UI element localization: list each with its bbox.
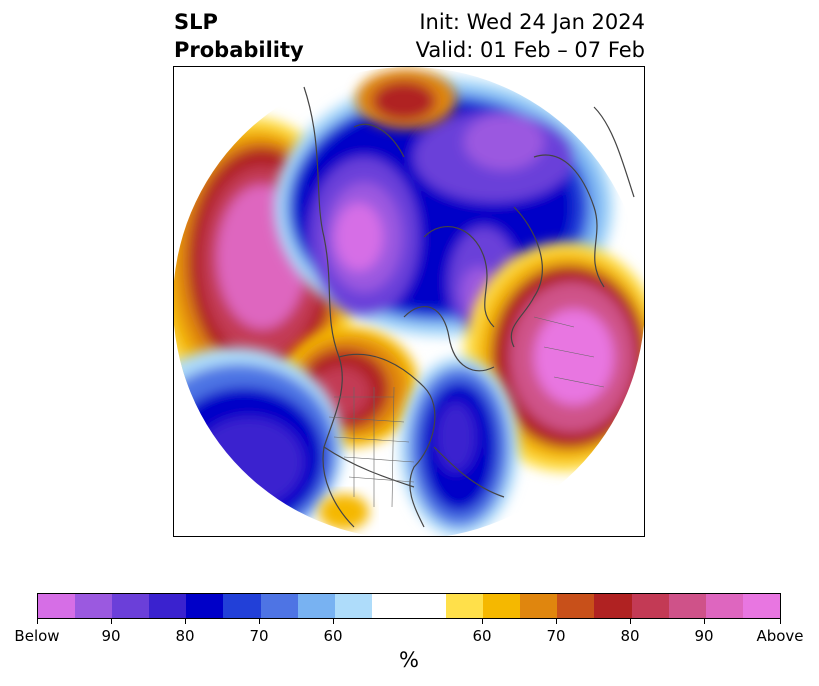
state-borders [328,316,605,508]
colorbar-tick-label: 80 [620,627,640,645]
title-field: Probability [174,38,304,62]
colorbar-tick-label: 90 [694,627,714,645]
colorbar-segment [668,594,706,618]
colorbar-tick-label: 60 [323,627,343,645]
colorbar-tick-label: 60 [472,627,492,645]
colorbar [37,593,781,619]
region-atlantic-low [399,357,519,536]
valid-range: Valid: 01 Feb – 07 Feb [415,38,645,62]
colorbar-segment [75,594,113,618]
colorbar-segment [38,594,76,618]
colorbar-tick [333,619,334,624]
colorbar-segment [483,594,521,618]
map-svg [174,67,644,536]
init-date: Init: Wed 24 Jan 2024 [419,10,645,34]
colorbar-tick [630,619,631,624]
colorbar-segment [446,594,484,618]
region-mexico-high [319,494,369,530]
map-title-right: Init: Wed 24 Jan 2024 Valid: 01 Feb – 07… [416,8,645,64]
colorbar-segment [742,594,780,618]
colorbar-tick [259,619,260,624]
colorbar-segment [631,594,669,618]
colorbar-tick-label: 80 [175,627,195,645]
colorbar-unit: % [399,648,419,672]
colorbar-segment [149,594,187,618]
colorbar-segment [334,594,372,618]
colorbar-tick-label: 90 [101,627,121,645]
colorbar-tick-label: Above [756,627,804,645]
colorbar-tick [704,619,705,624]
colorbar-tick [482,619,483,624]
colorbar-segment [260,594,298,618]
colorbar-tick-label: 70 [249,627,269,645]
colorbar-tick-label: Below [14,627,60,645]
colorbar-segment [223,594,261,618]
colorbar-segment [705,594,743,618]
colorbar-segment [520,594,558,618]
region-pole-high [356,69,456,129]
region-europe-high [464,242,644,472]
probability-map [173,66,645,537]
colorbar-segment [594,594,632,618]
map-title-left: SLP Probability [174,8,304,64]
coastlines [303,86,635,528]
colorbar-tick [37,619,38,624]
colorbar-tick [111,619,112,624]
colorbar-segment [557,594,595,618]
colorbar-segment [371,594,447,618]
colorbar-tick [185,619,186,624]
colorbar-segment [112,594,150,618]
colorbar-tick [556,619,557,624]
colorbar-segment [297,594,335,618]
colorbar-segment [186,594,224,618]
title-variable: SLP [174,10,218,34]
colorbar-tick [780,619,781,624]
colorbar-tick-label: 70 [546,627,566,645]
